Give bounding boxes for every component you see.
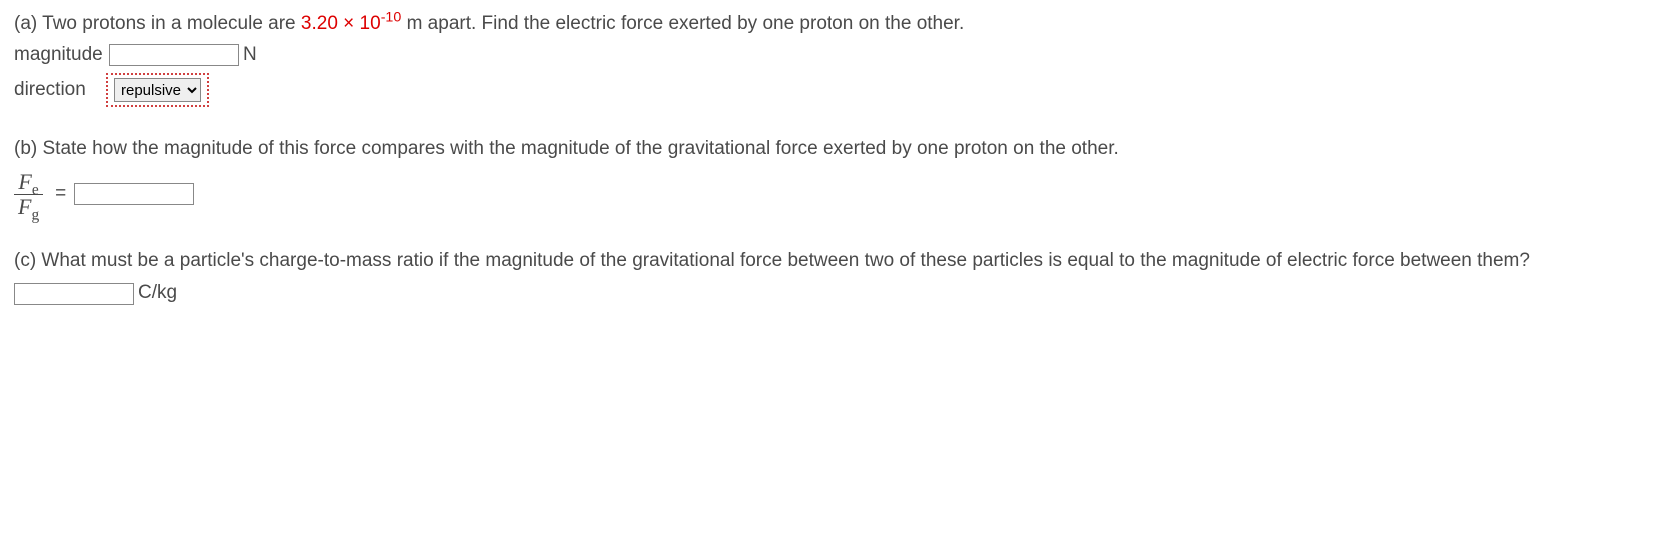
equals-sign: = xyxy=(55,180,66,209)
magnitude-unit: N xyxy=(243,41,257,70)
part-a-prompt: (a) Two protons in a molecule are 3.20 ×… xyxy=(14,10,1648,39)
direction-highlight-box: repulsive attractive xyxy=(106,73,209,107)
ratio-numerator: Fe xyxy=(14,170,42,195)
part-a-exponent: -10 xyxy=(381,10,402,26)
part-b: (b) State how the magnitude of this forc… xyxy=(14,135,1648,219)
ratio-fraction: Fe Fg xyxy=(14,170,43,219)
part-a: (a) Two protons in a molecule are 3.20 ×… xyxy=(14,10,1648,107)
part-a-prefix: (a) Two protons in a molecule are xyxy=(14,13,301,34)
part-a-mantissa: 3.20 × 10 xyxy=(301,13,381,34)
ratio-row: Fe Fg = xyxy=(14,170,1648,219)
ckg-unit: C/kg xyxy=(138,279,177,308)
direction-label: direction xyxy=(14,76,104,105)
ratio-input[interactable] xyxy=(74,183,194,205)
part-c: (c) What must be a particle's charge-to-… xyxy=(14,247,1648,308)
ckg-row: C/kg xyxy=(14,279,1648,308)
frac-num-sym: F xyxy=(18,169,31,194)
direction-select[interactable]: repulsive attractive xyxy=(114,78,201,102)
part-a-suffix: m apart. Find the electric force exerted… xyxy=(401,13,964,34)
frac-den-sym: F xyxy=(18,194,31,219)
part-b-prompt: (b) State how the magnitude of this forc… xyxy=(14,135,1648,164)
part-a-value: 3.20 × 10-10 xyxy=(301,13,401,34)
magnitude-label: magnitude xyxy=(14,41,109,70)
magnitude-row: magnitude N xyxy=(14,41,1648,70)
magnitude-input[interactable] xyxy=(109,44,239,66)
direction-row: direction repulsive attractive xyxy=(14,73,1648,107)
ratio-denominator: Fg xyxy=(14,195,43,219)
part-c-prompt: (c) What must be a particle's charge-to-… xyxy=(14,247,1648,276)
charge-mass-input[interactable] xyxy=(14,283,134,305)
frac-den-sub: g xyxy=(31,206,39,223)
